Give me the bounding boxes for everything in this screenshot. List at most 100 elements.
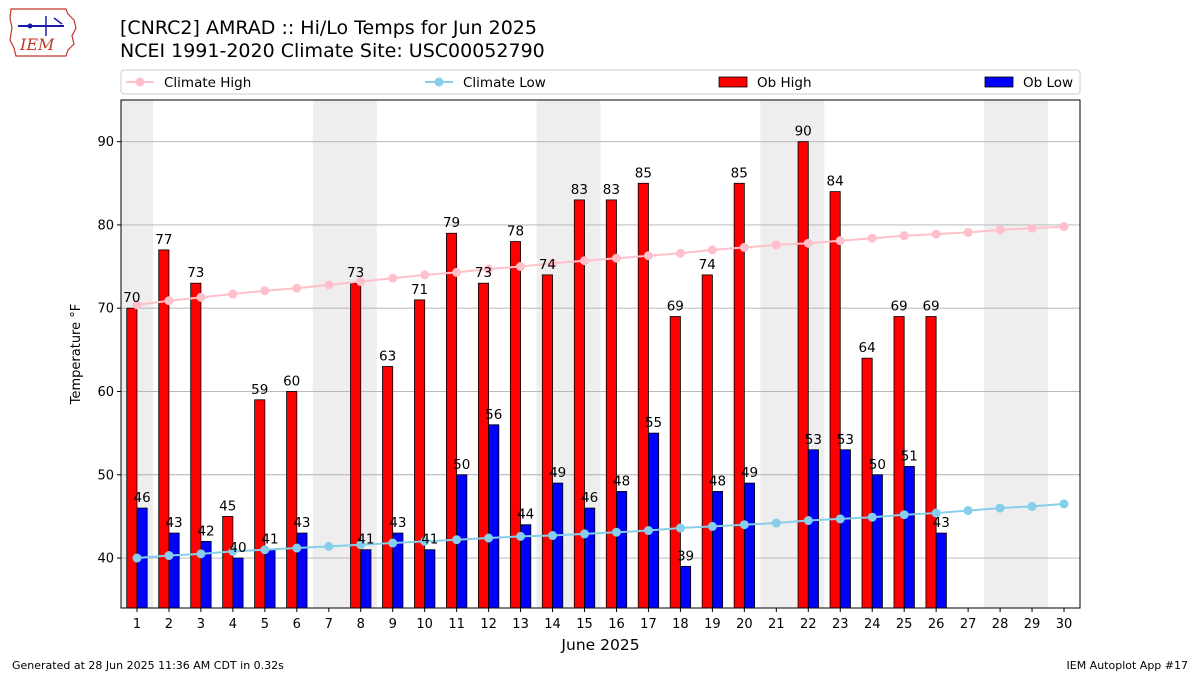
climate-low-point bbox=[1059, 499, 1069, 509]
ob-high-value-label: 63 bbox=[379, 348, 396, 364]
iem-logo-text: IEM bbox=[19, 35, 55, 54]
climate-low-point bbox=[707, 521, 717, 531]
climate-low-line bbox=[136, 502, 1065, 560]
x-tick-label: 18 bbox=[672, 617, 689, 632]
legend-climate-high-label: Climate High bbox=[164, 75, 251, 91]
x-tick-label: 29 bbox=[1024, 617, 1041, 632]
ob-low-bar bbox=[424, 549, 436, 609]
ob-high-bar bbox=[925, 316, 937, 609]
ob-low-value-label: 42 bbox=[197, 523, 214, 539]
climate-low-point bbox=[548, 531, 558, 541]
climate-low-point bbox=[356, 540, 366, 550]
climate-low-point bbox=[132, 553, 142, 563]
climate-high-point bbox=[1027, 223, 1037, 233]
ob-high-bar bbox=[126, 307, 138, 609]
climate-high-point bbox=[324, 280, 334, 290]
ob-high-value-label: 45 bbox=[219, 498, 236, 514]
ob-low-bar bbox=[552, 482, 564, 609]
climate-low-point bbox=[164, 551, 174, 561]
x-tick-label: 4 bbox=[229, 617, 237, 632]
climate-high-point bbox=[580, 256, 590, 266]
legend-ob-high-label: Ob High bbox=[757, 75, 812, 91]
ob-low-value-label: 43 bbox=[389, 515, 406, 531]
climate-high-point bbox=[643, 251, 653, 261]
ob-high-value-label: 74 bbox=[699, 257, 716, 273]
climate-low-point bbox=[452, 535, 462, 545]
ob-low-bar bbox=[711, 491, 724, 609]
climate-high-point bbox=[356, 277, 366, 287]
ob-low-bar bbox=[871, 474, 883, 609]
ob-high-bar bbox=[414, 299, 426, 609]
y-tick-label: 90 bbox=[97, 135, 114, 150]
x-tick-label: 14 bbox=[544, 617, 561, 632]
y-tick-label: 50 bbox=[97, 468, 114, 483]
bar-value-labels: 70 77 73 45 59 60 73 63 71 79 73 78 74 83 83 85 69 74 85 90… bbox=[123, 124, 950, 565]
ob-low-value-label: 41 bbox=[357, 532, 374, 548]
x-tick-label: 26 bbox=[928, 617, 945, 632]
y-tick-label: 60 bbox=[97, 385, 114, 400]
ob-high-value-label: 64 bbox=[859, 340, 876, 356]
climate-low-point bbox=[995, 503, 1005, 513]
climate-low-point bbox=[675, 523, 685, 533]
ob-low-value-label: 51 bbox=[901, 448, 918, 464]
ob-high-bar bbox=[637, 182, 649, 609]
x-tick-label: 27 bbox=[960, 617, 977, 632]
ob-low-value-label: 41 bbox=[261, 532, 278, 548]
app-label: IEM Autoplot App #17 bbox=[1066, 659, 1189, 672]
climate-high-point bbox=[452, 267, 462, 277]
ob-low-value-label: 48 bbox=[613, 473, 630, 489]
ob-low-value-label: 55 bbox=[645, 415, 662, 431]
climate-low-point bbox=[580, 529, 590, 539]
climate-high-point bbox=[771, 240, 781, 250]
iem-logo: IEM bbox=[9, 8, 77, 57]
ob-high-bar bbox=[222, 515, 234, 609]
ob-high-value-label: 73 bbox=[347, 265, 364, 281]
ob-high-value-label: 69 bbox=[922, 299, 939, 315]
climate-high-point bbox=[484, 264, 494, 274]
ob-low-value-label: 43 bbox=[933, 515, 950, 531]
ob-low-bar bbox=[648, 432, 660, 609]
x-tick-label: 8 bbox=[357, 617, 365, 632]
ob-high-value-label: 69 bbox=[667, 299, 684, 315]
ob-low-value-label: 44 bbox=[517, 507, 534, 523]
ob-low-value-label: 40 bbox=[229, 540, 246, 556]
ob-high-value-label: 60 bbox=[283, 373, 300, 389]
ob-high-value-label: 83 bbox=[571, 182, 588, 198]
x-tick-label: 23 bbox=[832, 617, 849, 632]
climate-high-point bbox=[963, 227, 973, 237]
climate-low-point bbox=[420, 536, 430, 546]
climate-high-point bbox=[835, 236, 845, 246]
ob-high-value-label: 90 bbox=[795, 124, 812, 140]
x-tick-label: 11 bbox=[448, 617, 465, 632]
x-tick-label: 10 bbox=[416, 617, 433, 632]
climate-low-point bbox=[931, 508, 941, 518]
x-tick-label: 24 bbox=[864, 617, 881, 632]
ob-low-value-label: 46 bbox=[581, 490, 598, 506]
ob-high-bar bbox=[797, 141, 809, 609]
climate-high-point bbox=[995, 225, 1005, 235]
ob-high-value-label: 73 bbox=[475, 265, 492, 281]
ob-low-value-label: 49 bbox=[741, 465, 758, 481]
climate-high-point bbox=[164, 296, 174, 306]
ob-high-value-label: 73 bbox=[187, 265, 204, 281]
climate-high-point bbox=[228, 289, 238, 299]
x-tick-label: 25 bbox=[896, 617, 913, 632]
climate-low-point bbox=[611, 527, 621, 537]
climate-low-point bbox=[803, 516, 813, 526]
ob-high-value-label: 84 bbox=[827, 174, 844, 190]
chart-title-line1: [CNRC2] AMRAD :: Hi/Lo Temps for Jun 202… bbox=[120, 17, 537, 39]
climate-low-point bbox=[324, 541, 334, 551]
ob-low-bar bbox=[232, 557, 244, 609]
ob-high-bar bbox=[286, 391, 298, 609]
ob-low-value-label: 50 bbox=[869, 457, 886, 473]
generated-timestamp: Generated at 28 Jun 2025 11:36 AM CDT in… bbox=[12, 659, 284, 672]
ob-low-value-label: 53 bbox=[837, 432, 854, 448]
x-tick-label: 6 bbox=[293, 617, 301, 632]
x-tick-label: 5 bbox=[261, 617, 269, 632]
ob-low-value-label: 49 bbox=[549, 465, 566, 481]
legend-ob-low-swatch bbox=[984, 76, 1014, 88]
climate-low-point bbox=[260, 545, 270, 555]
climate-low-point bbox=[1027, 501, 1037, 511]
ob-high-bar bbox=[829, 191, 841, 609]
